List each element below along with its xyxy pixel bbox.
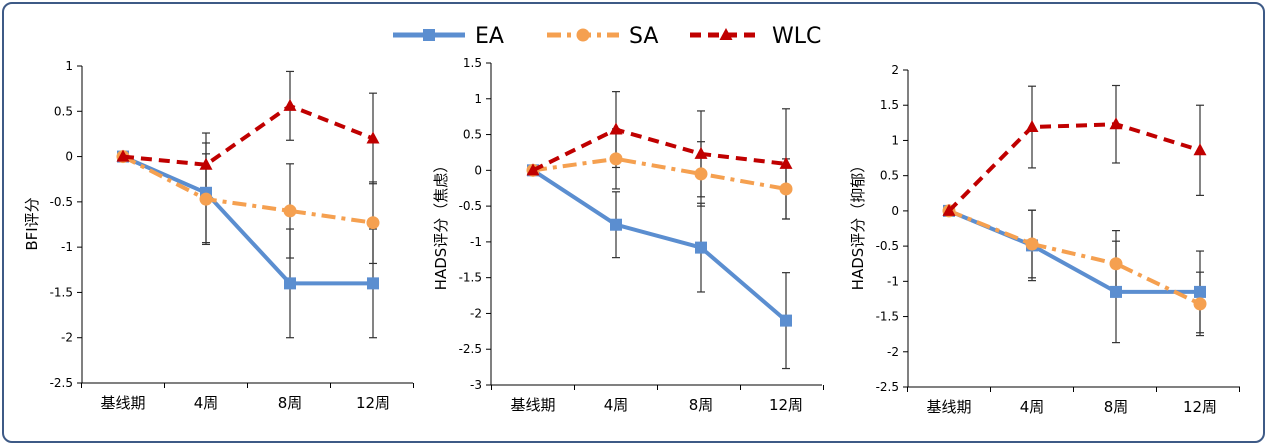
- series-line-ea: [531, 168, 788, 323]
- data-point-ea: [1110, 285, 1122, 298]
- y-axis-title: HADS评分（焦虑）: [432, 158, 450, 291]
- data-point-wlc: [1109, 117, 1123, 130]
- x-tick-label: 8周: [278, 394, 303, 412]
- legend-item-ea: EA: [393, 24, 504, 49]
- y-tick-label: -1.5: [50, 285, 73, 299]
- panel-1: 1 0.5 0 -0.5 -1 -1.5 -2 -2.5 基线期 4周 8周 12周 BFI评分: [23, 59, 414, 412]
- legend-label-ea: EA: [475, 24, 504, 49]
- y-tick-label: -0.5: [50, 195, 73, 209]
- data-point-wlc: [1025, 120, 1039, 133]
- panel-3: 2 1.5 1 0.5 0 -0.5 -1 -1.5 -2 -2.5 基线期 4周 8周 12周 HADS评…: [849, 63, 1240, 416]
- data-point-wlc: [942, 203, 956, 216]
- y-tick-label: 1: [474, 92, 482, 106]
- y-tick-label: 0: [474, 163, 482, 177]
- y-tick-label: -0.5: [459, 199, 482, 213]
- data-point-ea: [610, 218, 622, 231]
- series-line-ea: [122, 154, 373, 286]
- x-tick-label: 8周: [1104, 398, 1129, 416]
- y-tick-label: -2: [887, 345, 899, 359]
- legend-marker-sa: [576, 28, 590, 42]
- y-tick-label: -2: [61, 331, 73, 345]
- chart-legend: EA SA WLC: [393, 24, 821, 49]
- y-tick-label: 0.5: [54, 104, 73, 118]
- data-point-wlc: [1193, 143, 1207, 156]
- y-tick-label: -1: [61, 240, 73, 254]
- data-point-ea: [284, 277, 296, 290]
- x-tick-label: 基线期: [510, 396, 555, 414]
- data-point-ea: [367, 277, 379, 290]
- series-line-wlc: [947, 122, 1201, 213]
- data-point-sa: [779, 182, 793, 196]
- data-point-sa: [694, 167, 708, 181]
- legend-label-wlc: WLC: [772, 24, 821, 49]
- y-tick-label: -2.5: [876, 380, 899, 394]
- x-tick-label: 4周: [194, 394, 219, 412]
- legend-item-wlc: WLC: [690, 24, 821, 49]
- data-point-sa: [1193, 297, 1207, 311]
- y-tick-label: -2.5: [459, 342, 482, 356]
- series-line-sa: [122, 154, 374, 225]
- data-point-sa: [199, 192, 213, 206]
- y-tick-label: -2.5: [50, 376, 73, 390]
- series-line-ea: [948, 209, 1200, 294]
- x-tick-label: 4周: [604, 396, 629, 414]
- series-line-wlc: [122, 103, 374, 167]
- x-tick-label: 基线期: [100, 394, 145, 412]
- y-tick-label: 1: [65, 59, 73, 73]
- y-tick-label: -1.5: [459, 271, 482, 285]
- y-tick-label: -1: [887, 274, 899, 288]
- data-point-ea: [1194, 285, 1206, 298]
- series-line-sa: [948, 209, 1201, 306]
- data-point-wlc: [199, 157, 213, 170]
- data-point-sa: [1109, 257, 1123, 271]
- data-point-wlc: [609, 122, 623, 135]
- x-tick-label: 12周: [1183, 398, 1217, 416]
- y-tick-label: -2: [470, 306, 482, 320]
- y-tick-label: -1: [470, 235, 482, 249]
- x-tick-label: 4周: [1020, 398, 1045, 416]
- series-line-sa: [532, 156, 787, 191]
- panel-2: 1.5 1 0.5 0 -0.5 -1 -1.5 -2 -2.5 -3 基线期 4周 8周 12周 HADS…: [432, 56, 824, 414]
- series-line-wlc: [532, 127, 787, 173]
- data-point-sa: [609, 152, 623, 166]
- data-point-wlc: [526, 163, 540, 176]
- data-point-sa: [1025, 237, 1039, 251]
- legend-marker-ea: [423, 29, 435, 41]
- data-point-wlc: [283, 98, 297, 111]
- x-tick-label: 12周: [356, 394, 390, 412]
- y-tick-label: 1.5: [463, 56, 482, 70]
- x-tick-label: 基线期: [926, 398, 971, 416]
- data-point-wlc: [779, 156, 793, 169]
- y-tick-label: 1.5: [880, 98, 899, 112]
- x-tick-label: 8周: [689, 396, 714, 414]
- y-tick-label: 1: [891, 133, 899, 147]
- legend-label-sa: SA: [629, 24, 658, 49]
- data-point-wlc: [694, 146, 708, 159]
- y-tick-label: -0.5: [876, 239, 899, 253]
- legend-marker-wlc: [719, 28, 733, 40]
- data-point-ea: [780, 314, 792, 327]
- y-tick-label: 0: [65, 150, 73, 164]
- legend-item-sa: SA: [547, 24, 658, 49]
- y-axis-title: HADS评分（抑郁）: [849, 158, 867, 291]
- data-point-wlc: [366, 131, 380, 144]
- y-tick-label: 0.5: [880, 169, 899, 183]
- data-point-ea: [695, 241, 707, 254]
- x-tick-label: 12周: [769, 396, 803, 414]
- y-tick-label: -1.5: [876, 310, 899, 324]
- data-point-sa: [283, 204, 297, 218]
- data-point-wlc: [116, 149, 130, 162]
- y-tick-label: 0.5: [463, 128, 482, 142]
- y-axis-title: BFI评分: [23, 197, 41, 250]
- data-point-sa: [366, 216, 380, 230]
- y-tick-label: 0: [891, 204, 899, 218]
- y-tick-label: -3: [470, 378, 482, 392]
- y-tick-label: 2: [891, 63, 899, 77]
